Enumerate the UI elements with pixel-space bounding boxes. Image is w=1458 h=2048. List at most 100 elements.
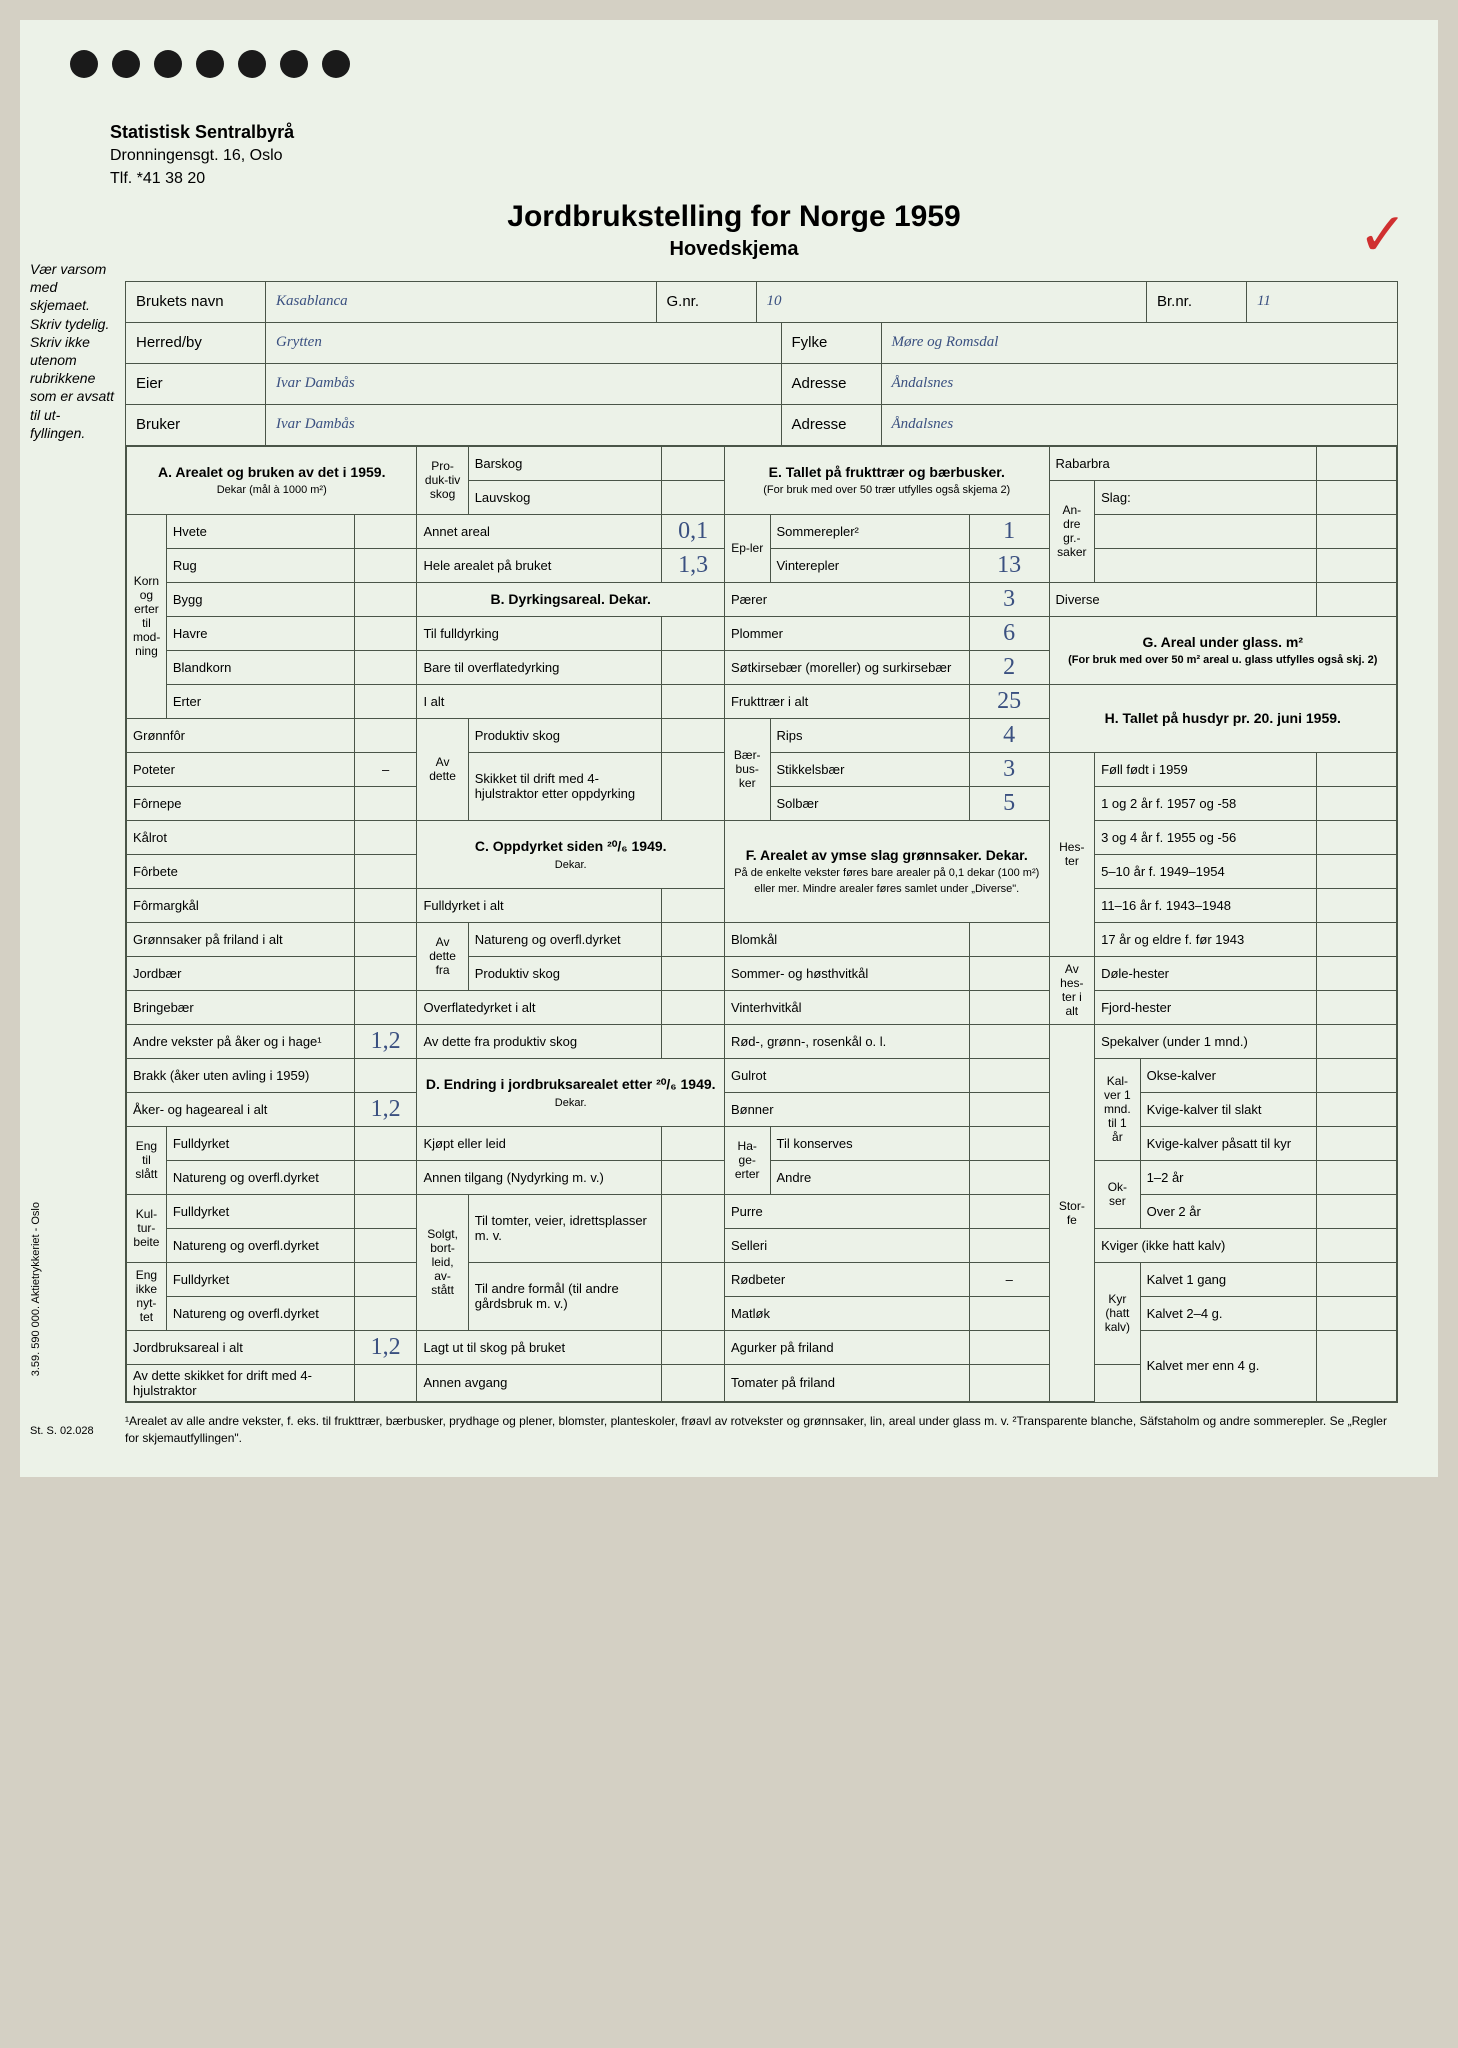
annet-areal-label: Annet areal (417, 514, 662, 548)
epler-label: Ep-ler (724, 514, 770, 582)
plommer-label: Plommer (724, 616, 969, 650)
kalver1-label: Kal-ver 1 mnd. til 1 år (1095, 1058, 1141, 1160)
herred-label: Herred/by (126, 323, 266, 363)
sotkirse-value: 2 (969, 650, 1049, 684)
adresse2-value: Åndalsnes (882, 405, 1398, 445)
solbaer-label: Solbær (770, 786, 969, 820)
engikke-label: Eng ikke nyt-tet (127, 1262, 167, 1330)
header-row-3: Eier Ivar Dambås Adresse Åndalsnes (126, 364, 1397, 405)
storfe-label: Stor-fe (1049, 1024, 1095, 1401)
fylke-value: Møre og Romsdal (882, 323, 1398, 363)
bygg-label: Bygg (166, 582, 354, 616)
header-row-1: Brukets navn Kasablanca G.nr. 10 Br.nr. … (126, 282, 1397, 323)
jordbaer-label: Jordbær (127, 956, 355, 990)
engslatt-label: Eng til slått (127, 1126, 167, 1194)
andre-erter-label: Andre (770, 1160, 969, 1194)
konserves-label: Til konserves (770, 1126, 969, 1160)
section-e-header: E. Tallet på frukttrær og bærbusker.(For… (724, 446, 1049, 514)
formargkal-label: Fôrmargkål (127, 888, 355, 922)
erter-label: Erter (166, 684, 354, 718)
main-form-table: A. Arealet og bruken av det i 1959.Dekar… (126, 446, 1397, 1402)
prodskog2-label: Produktiv skog (468, 718, 662, 752)
korn-label: Korn og erter til mod-ning (127, 514, 167, 718)
rabarbra-label: Rabarbra (1049, 446, 1317, 480)
frukttrar-value: 25 (969, 684, 1049, 718)
bonner-label: Bønner (724, 1092, 969, 1126)
fulldyrket3-label: Fulldyrket (166, 1262, 354, 1296)
kalrot-label: Kålrot (127, 820, 355, 854)
overflate-label: Bare til overflatedyrking (417, 650, 662, 684)
brukets-navn-value: Kasablanca (266, 282, 657, 322)
bringebaer-label: Bringebær (127, 990, 355, 1024)
avdette-label: Av dette (417, 718, 468, 820)
prodskog3-label: Produktiv skog (468, 956, 662, 990)
kviger-label: Kviger (ikke hatt kalv) (1095, 1228, 1317, 1262)
hest-0: Føll født i 1959 (1095, 752, 1317, 786)
kjopt-label: Kjøpt eller leid (417, 1126, 662, 1160)
hest-5: 17 år og eldre f. før 1943 (1095, 922, 1317, 956)
section-f-header: F. Arealet av ymse slag grønnsaker. Deka… (724, 820, 1049, 922)
avhester-label: Av hes-ter i alt (1049, 956, 1095, 1024)
rips-value: 4 (969, 718, 1049, 752)
adresse1-value: Åndalsnes (882, 364, 1398, 404)
tomter-label: Til tomter, veier, idrettsplasser m. v. (468, 1194, 662, 1262)
selleri-label: Selleri (724, 1228, 969, 1262)
jordbruksareal-label: Jordbruksareal i alt (127, 1330, 355, 1364)
gulrot-label: Gulrot (724, 1058, 969, 1092)
eier-value: Ivar Dambås (266, 364, 782, 404)
oksekalver-label: Okse-kalver (1140, 1058, 1317, 1092)
akerhage-value: 1,2 (354, 1092, 417, 1126)
section-d-header: D. Endring i jordbruksarealet etter ²⁰/₆… (417, 1058, 725, 1126)
fornepe-label: Fôrnepe (127, 786, 355, 820)
gnr-label: G.nr. (657, 282, 757, 322)
sommerhost-label: Sommer- og høsthvitkål (724, 956, 969, 990)
poteter-label: Poteter (127, 752, 355, 786)
andrevekster-value: 1,2 (354, 1024, 417, 1058)
lauvskog-label: Lauvskog (468, 480, 662, 514)
bruker-label: Bruker (126, 405, 266, 445)
blandkorn-label: Blandkorn (166, 650, 354, 684)
ialt-label: I alt (417, 684, 662, 718)
section-h-header: H. Tallet på husdyr pr. 20. juni 1959. (1049, 684, 1396, 752)
kalvet24-label: Kalvet 2–4 g. (1140, 1296, 1317, 1330)
diverse-label: Diverse (1049, 582, 1317, 616)
tomater-label: Tomater på friland (724, 1364, 969, 1401)
spekalver-label: Spekalver (under 1 mnd.) (1095, 1024, 1317, 1058)
okser-label: Ok-ser (1095, 1160, 1141, 1228)
kalvet4-label: Kalvet mer enn 4 g. (1140, 1330, 1317, 1401)
print-code: 3.59. 590 000. Aktietrykkeriet - Oslo (30, 1202, 42, 1376)
natureng1-label: Natureng og overfl.dyrket (166, 1160, 354, 1194)
solgt-label: Solgt, bort-leid, av-stått (417, 1194, 468, 1330)
rodgronn-label: Rød-, grønn-, rosenkål o. l. (724, 1024, 969, 1058)
kalvet1-label: Kalvet 1 gang (1140, 1262, 1317, 1296)
brukets-navn-label: Brukets navn (126, 282, 266, 322)
adresse-label: Adresse (782, 364, 882, 404)
avdette-prodskog-label: Av dette fra produktiv skog (417, 1024, 662, 1058)
blomkal-label: Blomkål (724, 922, 969, 956)
brakk-label: Brakk (åker uten avling i 1959) (127, 1058, 355, 1092)
rug-label: Rug (166, 548, 354, 582)
andre-formal-label: Til andre formål (til andre gårdsbruk m.… (468, 1262, 662, 1330)
header-row-2: Herred/by Grytten Fylke Møre og Romsdal (126, 323, 1397, 364)
kvigekyr-label: Kvige-kalver påsatt til kyr (1140, 1126, 1317, 1160)
prodskog-label: Pro-duk-tiv skog (417, 446, 468, 514)
herred-value: Grytten (266, 323, 782, 363)
form-code: St. S. 02.028 (30, 1425, 94, 1437)
paerer-label: Pærer (724, 582, 969, 616)
fjord-label: Fjord-hester (1095, 990, 1317, 1024)
sommerepler-label: Sommerepler² (770, 514, 969, 548)
gronnsaker-label: Grønnsaker på friland i alt (127, 922, 355, 956)
org-name: Statistisk Sentralbyrå (110, 120, 1398, 145)
annen-tilgang-label: Annen tilgang (Nydyrking m. v.) (417, 1160, 662, 1194)
sotkirse-label: Søtkirsebær (moreller) og surkirsebær (724, 650, 969, 684)
agurker-label: Agurker på friland (724, 1330, 969, 1364)
overflate-ialt-label: Overflatedyrket i alt (417, 990, 662, 1024)
rips-label: Rips (770, 718, 969, 752)
vinterhvitkal-label: Vinterhvitkål (724, 990, 969, 1024)
sommerepler-value: 1 (969, 514, 1049, 548)
barskog-label: Barskog (468, 446, 662, 480)
matlok-label: Matløk (724, 1296, 969, 1330)
gnr-value: 10 (757, 282, 1148, 322)
fulldyrket-ialt-label: Fulldyrket i alt (417, 888, 662, 922)
org-tel: Tlf. *41 38 20 (110, 168, 1398, 190)
